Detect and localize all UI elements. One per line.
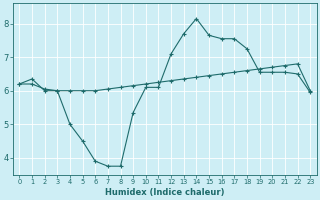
X-axis label: Humidex (Indice chaleur): Humidex (Indice chaleur): [105, 188, 225, 197]
